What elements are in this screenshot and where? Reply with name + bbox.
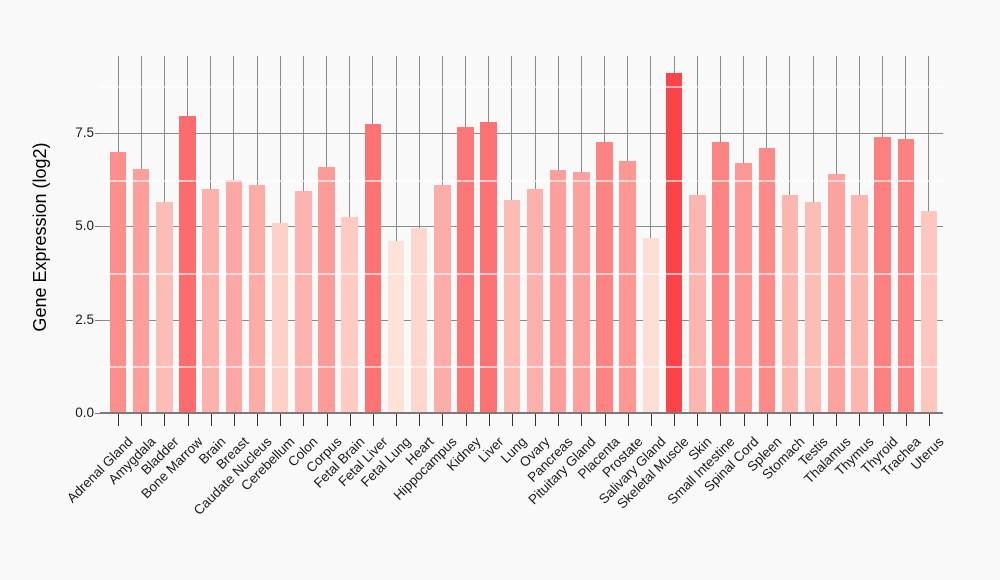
bar-amygdala [132, 168, 150, 413]
bar-liver [480, 121, 497, 413]
x-tick-mark [789, 414, 791, 426]
x-tick-mark [164, 414, 166, 426]
y-gridline-major [100, 133, 943, 135]
bar-fetal-liver [364, 123, 382, 413]
x-tick-mark [257, 414, 259, 426]
plot-panel [100, 56, 943, 414]
bar-hippocampus [434, 185, 451, 413]
x-tick-mark [882, 414, 884, 426]
x-tick-mark [928, 414, 930, 426]
bar-ovary [526, 189, 544, 413]
bar-prostate [619, 161, 636, 413]
y-tick-label: 5.0 [75, 218, 94, 234]
y-tick-label: 2.5 [75, 311, 94, 327]
x-tick-mark [511, 414, 513, 426]
x-tick-mark [697, 414, 699, 426]
x-tick-mark [118, 414, 119, 426]
y-tick-mark [95, 413, 100, 414]
x-tick-mark [396, 414, 398, 426]
x-tick-mark [813, 414, 815, 426]
bar-skeletal-muscle [665, 73, 683, 413]
bar-lung [503, 200, 521, 413]
bar-spinal-cord [735, 162, 752, 413]
y-gridline-minor [100, 86, 943, 89]
x-tick-mark [604, 414, 606, 426]
bar-cerebellum [271, 222, 289, 413]
y-gridline-minor [100, 179, 943, 182]
x-tick-mark [766, 414, 768, 426]
bar-fetal-lung [387, 241, 405, 413]
x-tick-mark [372, 414, 374, 426]
x-tick-mark [627, 414, 629, 426]
bar-kidney [457, 127, 474, 413]
x-tick-mark [210, 414, 212, 426]
x-gridline [395, 56, 397, 413]
x-tick-mark [280, 414, 282, 426]
bar-stomach [781, 194, 799, 413]
x-tick-mark [349, 414, 351, 426]
x-tick-mark [650, 414, 652, 426]
x-tick-mark [187, 414, 189, 426]
bar-breast [225, 179, 243, 413]
bar-pituitary-gland [573, 172, 590, 413]
bar-trachea [897, 138, 915, 413]
y-gridline-major [100, 319, 943, 321]
x-tick-mark [558, 414, 560, 426]
bar-caudate-nucleus [248, 185, 266, 413]
x-tick-mark [303, 414, 305, 426]
y-tick-label: 7.5 [75, 125, 94, 140]
bar-fetal-brain [341, 217, 358, 413]
bar-skin [689, 194, 706, 413]
bar-salivary-gland [642, 237, 660, 413]
x-tick-mark [674, 414, 676, 426]
x-tick-mark [581, 414, 583, 426]
x-tick-mark [743, 414, 745, 426]
x-tick-mark [859, 414, 861, 426]
x-tick-mark [141, 414, 143, 426]
x-axis-line [100, 412, 943, 414]
x-tick-mark [419, 414, 421, 426]
bar-placenta [596, 142, 613, 413]
bar-small-intestine [712, 142, 729, 413]
x-tick-mark [233, 414, 235, 426]
bar-brain [202, 189, 219, 413]
bar-heart [410, 228, 428, 413]
bar-thymus [851, 194, 868, 413]
x-tick-mark [836, 414, 838, 426]
y-axis-title: Gene Expression (log2) [30, 142, 50, 332]
x-gridline [650, 56, 652, 413]
x-tick-mark [720, 414, 722, 426]
x-tick-mark [905, 414, 907, 426]
bar-bone-marrow [179, 116, 196, 413]
y-gridline-major [100, 226, 943, 228]
bar-testis [804, 202, 822, 413]
y-gridline-minor [100, 366, 943, 369]
x-tick-mark [488, 414, 490, 426]
bar-bladder [156, 202, 173, 413]
bar-spleen [758, 147, 775, 413]
y-tick-mark [95, 319, 100, 321]
bar-pancreas [549, 170, 567, 413]
x-tick-mark [326, 414, 328, 426]
y-tick-label: 0.0 [75, 405, 94, 420]
bar-uterus [920, 211, 938, 413]
y-gridline-minor [100, 273, 943, 275]
bar-corpus [318, 166, 335, 413]
y-tick-mark [95, 226, 100, 228]
bar-thalamus [828, 174, 845, 413]
x-tick-mark [465, 414, 467, 426]
bar-colon [295, 190, 312, 413]
bar-adrenal-gland [109, 151, 127, 413]
x-tick-mark [535, 414, 537, 426]
x-tick-mark [442, 414, 444, 426]
y-tick-mark [95, 133, 100, 134]
